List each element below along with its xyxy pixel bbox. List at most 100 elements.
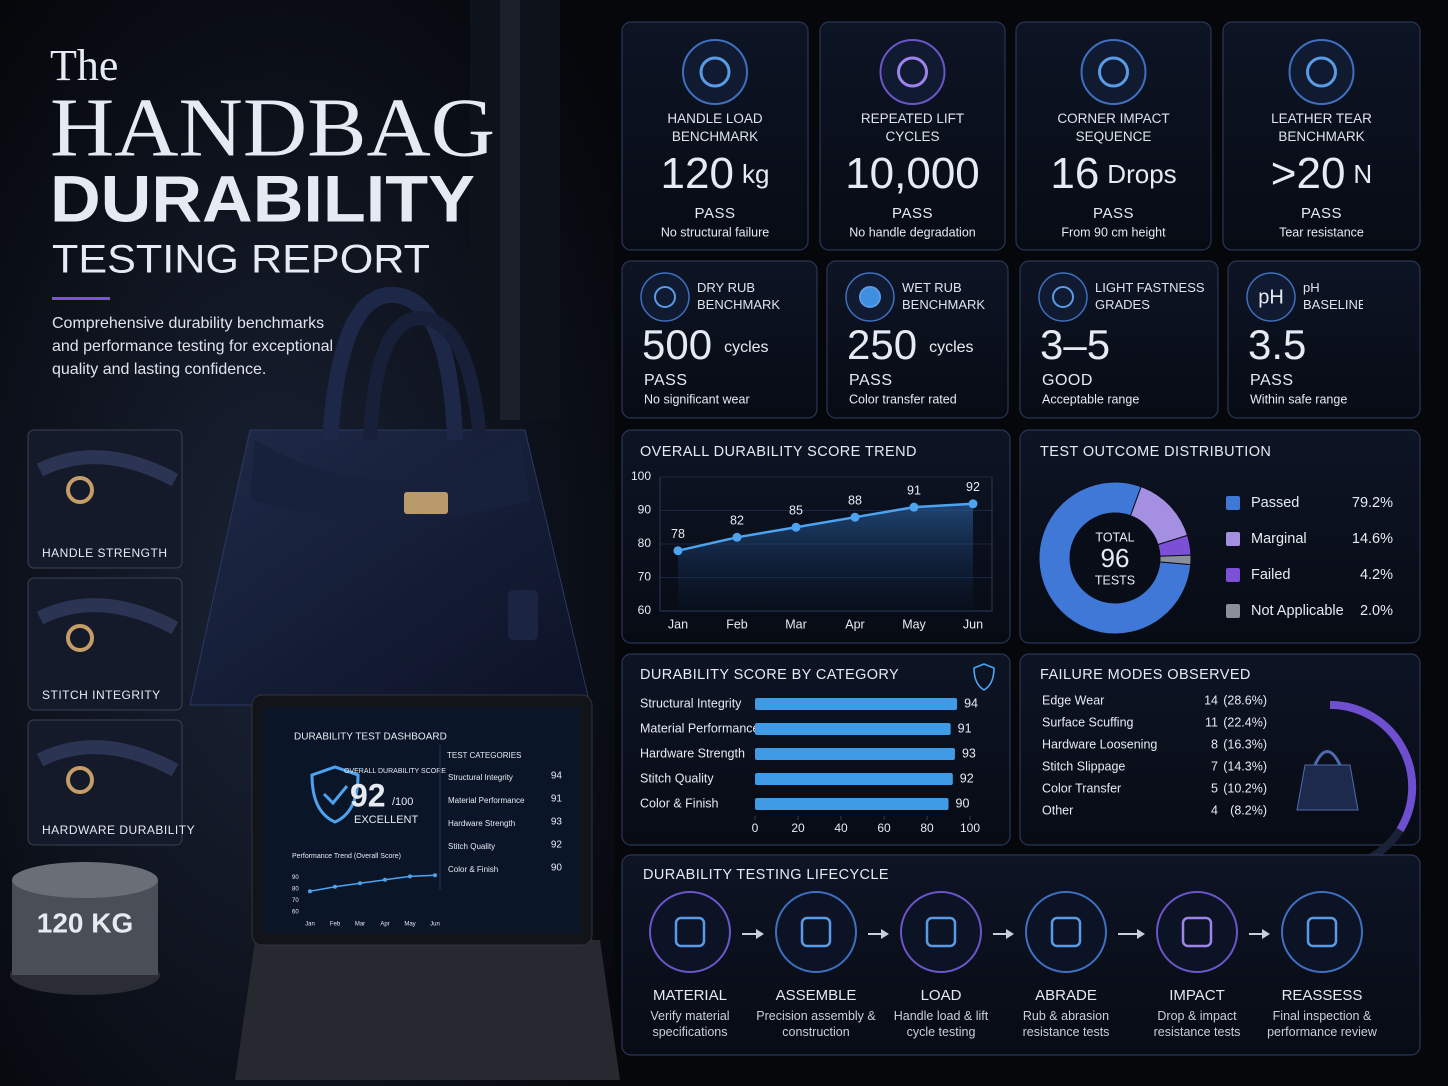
bag-icon-handle xyxy=(1313,750,1342,766)
metric-note: From 90 cm height xyxy=(1061,225,1166,239)
step-desc: Handle load & lift cycle testing xyxy=(893,1009,989,1039)
step-arrowhead xyxy=(1006,929,1014,939)
data-label: 78 xyxy=(671,527,685,541)
description: Comprehensive durability benchmarks and … xyxy=(52,315,334,378)
laptop-rating: EXCELLENT xyxy=(354,814,418,826)
metric-label: pH BASELINE xyxy=(1303,280,1363,312)
step-name: REASSESS xyxy=(1282,987,1363,1004)
step-desc: Verify material specifications xyxy=(650,1009,730,1039)
x-tick-label: Jun xyxy=(963,617,983,631)
data-label: 82 xyxy=(730,514,744,528)
failure-count: 14 xyxy=(1204,693,1218,707)
y-tick-label: 70 xyxy=(638,570,652,584)
bar-value-label: 94 xyxy=(964,696,978,710)
laptop-x-tick: Mar xyxy=(355,922,365,928)
step-desc: Final inspection & performance review xyxy=(1267,1009,1377,1039)
metric-status: PASS xyxy=(849,372,893,389)
laptop-trend-label: Performance Trend (Overall Score) xyxy=(292,853,401,860)
laptop-category-value: 90 xyxy=(551,863,563,874)
metric-label: LEATHER TEAR BENCHMARK xyxy=(1271,111,1372,144)
legend-swatch xyxy=(1226,496,1240,510)
metric-status: PASS xyxy=(1250,372,1294,389)
title-main: HANDBAG xyxy=(50,81,495,174)
metric-label: CORNER IMPACT SEQUENCE xyxy=(1057,111,1170,144)
trend-point xyxy=(968,499,978,509)
laptop-category-value: 93 xyxy=(551,817,563,828)
metric-icon-glyph xyxy=(1052,286,1074,308)
bar xyxy=(755,723,951,735)
x-tick-label: 100 xyxy=(960,821,980,835)
metric-label-box: LIGHT FASTNESS GRADES xyxy=(1095,280,1205,312)
category-label: Hardware Strength xyxy=(640,746,745,760)
weight-top xyxy=(12,862,158,898)
metric-icon-glyph xyxy=(859,286,881,308)
step-name: ABRADE xyxy=(1035,987,1097,1004)
y-tick-label: 90 xyxy=(638,503,652,517)
step-desc: Precision assembly & construction xyxy=(756,1009,876,1039)
bar-value-label: 93 xyxy=(962,746,976,760)
metric-note: Color transfer rated xyxy=(849,392,957,406)
card xyxy=(621,21,809,251)
legend-swatch xyxy=(1226,604,1240,618)
bag-handle xyxy=(363,310,487,441)
bag-body xyxy=(189,429,591,706)
laptop-shield xyxy=(310,765,360,824)
failure-name: Stitch Slippage xyxy=(1042,759,1125,773)
laptop-x-tick: Jun xyxy=(430,922,440,928)
chart-title: OVERALL DURABILITY SCORE TREND xyxy=(640,444,917,460)
step-icon xyxy=(775,891,857,973)
bar-value-label: 92 xyxy=(960,771,974,785)
data-label: 92 xyxy=(966,480,980,494)
thumbnail-label: STITCH INTEGRITY xyxy=(42,688,161,702)
metric-icon-glyph xyxy=(699,56,731,88)
laptop-trend-point xyxy=(383,877,387,882)
failure-share: (8.2%) xyxy=(1230,803,1267,817)
metric-label-box: CORNER IMPACT SEQUENCE xyxy=(1057,111,1170,144)
chart-title: TEST OUTCOME DISTRIBUTION xyxy=(1040,444,1271,460)
trend-point xyxy=(673,546,683,556)
step-name: MATERIAL xyxy=(653,987,727,1004)
laptop-x-tick: May xyxy=(404,922,415,928)
failure-count: 11 xyxy=(1205,715,1218,729)
step-arrowhead xyxy=(1262,929,1270,939)
weight-label: 120 KG xyxy=(37,907,134,938)
metric-note: Tear resistance xyxy=(1279,225,1364,239)
bar xyxy=(755,698,958,710)
metric-unit: cycles xyxy=(929,339,973,356)
thumbnail-label: HANDLE STRENGTH xyxy=(42,546,168,560)
shield-icon xyxy=(973,663,995,691)
step-name: ASSEMBLE xyxy=(776,987,857,1004)
laptop-y-tick: 80 xyxy=(292,887,299,893)
laptop-score: 92 xyxy=(350,777,386,813)
metric-label-box: LEATHER TEAR BENCHMARK xyxy=(1271,111,1372,144)
x-tick-label: 0 xyxy=(752,821,759,835)
machine-screw xyxy=(500,0,520,420)
metric-value: 120 xyxy=(661,149,734,198)
step-desc-box: Verify material specifications xyxy=(650,1009,730,1039)
metric-label: WET RUB BENCHMARK xyxy=(902,280,986,312)
y-tick-label: 100 xyxy=(631,469,651,483)
panel-title: DURABILITY TESTING LIFECYCLE xyxy=(643,867,889,883)
trend-line xyxy=(677,502,974,552)
metric-note: Within safe range xyxy=(1250,392,1347,406)
metric-icon xyxy=(1080,39,1147,105)
metric-icon-glyph xyxy=(1098,56,1129,88)
metric-value-line: >20 N xyxy=(1271,149,1372,198)
title-accent: DURABILITY xyxy=(50,161,475,235)
trend-point xyxy=(909,502,919,512)
donut-hole xyxy=(1070,513,1160,603)
step-icon xyxy=(1025,891,1107,973)
x-tick-label: 20 xyxy=(791,821,805,835)
step-icon xyxy=(1156,891,1238,973)
trend-point xyxy=(732,532,742,542)
laptop-score-unit: /100 xyxy=(392,796,413,808)
metric-status: PASS xyxy=(1301,205,1342,222)
step-desc-box: Final inspection & performance review xyxy=(1267,1009,1377,1039)
accent-rule xyxy=(52,297,110,300)
metric-label-box: DRY RUB BENCHMARK xyxy=(697,280,780,312)
metric-unit: kg xyxy=(742,159,769,189)
metric-value: 250 xyxy=(847,321,917,368)
laptop-score-label: OVERALL DURABILITY SCORE xyxy=(344,768,446,775)
laptop-trend-point xyxy=(358,881,362,886)
